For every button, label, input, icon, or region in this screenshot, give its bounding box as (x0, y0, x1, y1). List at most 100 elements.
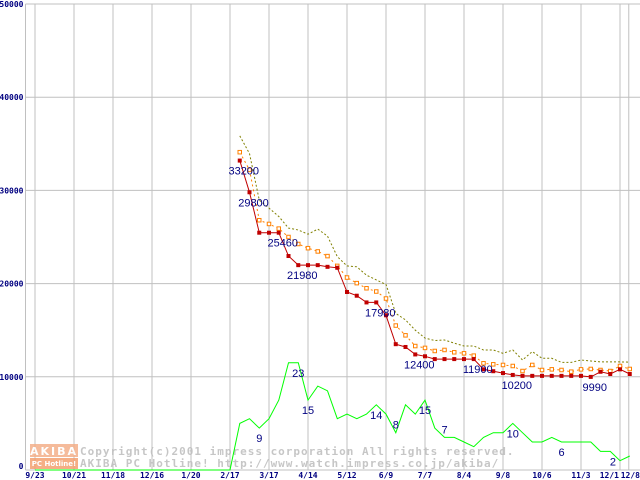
data-point-min (462, 357, 466, 362)
data-label-min: 10200 (501, 380, 532, 392)
data-point-min (530, 373, 535, 378)
data-point-min (374, 300, 379, 305)
watermark-site: AKIBA PC Hotline! http://www.watch.impre… (80, 457, 499, 470)
data-label-shops: 15 (302, 405, 314, 417)
x-tick-label: 9/23 (25, 471, 44, 480)
watermark-logo-text: AKIBA (30, 445, 78, 458)
data-label-min: 25460 (267, 238, 298, 250)
y-tick-label: 50000 (0, 0, 24, 9)
x-tick-label: 8/4 (457, 471, 472, 480)
data-label-shops: 23 (292, 368, 304, 380)
x-tick-label: 10/6 (532, 471, 551, 480)
data-point-average (286, 234, 291, 240)
data-point-average (247, 167, 252, 173)
data-point-average (374, 289, 379, 294)
data-point-average (627, 366, 632, 372)
data-label-shops: 6 (558, 447, 564, 459)
watermark-logo-bottom (30, 458, 78, 469)
data-label-shops: 9 (256, 433, 262, 445)
data-point-min (442, 357, 447, 362)
data-label-min: 12400 (404, 359, 435, 371)
data-label-shops: 8 (393, 420, 399, 432)
data-point-min (296, 263, 301, 268)
data-label-shops: 14 (370, 410, 382, 422)
watermark: Copyright(c)2001 impress corporation All… (30, 444, 515, 470)
y-tick-label: 0 (19, 462, 24, 471)
data-point-average (413, 343, 418, 349)
data-point-min (403, 344, 408, 349)
data-label-min: 9990 (583, 382, 607, 394)
watermark-logo-subtext: PC Hotline! (32, 460, 76, 468)
data-point-average (617, 363, 623, 369)
x-tick-label: 1/20 (181, 471, 200, 480)
x-tick-label: 9/8 (496, 471, 511, 480)
data-label-shops: 7 (441, 424, 447, 436)
data-point-min (335, 265, 340, 270)
data-label-shops: 15 (419, 405, 431, 417)
data-point-min (598, 369, 603, 374)
data-point-min (569, 373, 574, 378)
series-layer (35, 135, 632, 471)
data-point-min (588, 374, 593, 379)
data-point-average (569, 369, 574, 374)
data-point-min (520, 373, 525, 378)
data-point-min (315, 263, 320, 268)
x-tick-label: 10/21 (62, 471, 86, 480)
x-tick-label: 12/16 (140, 471, 164, 480)
x-tick-label: 12/8 (621, 471, 640, 480)
data-point-average (403, 333, 408, 338)
data-point-average (520, 368, 525, 374)
data-point-min (257, 230, 262, 235)
x-tick-label: 6/9 (379, 471, 394, 480)
data-point-average (432, 348, 437, 354)
watermark-logo-top (30, 444, 78, 457)
series-line-min (239, 160, 631, 378)
data-point-average (296, 241, 301, 247)
data-point-average (422, 345, 428, 351)
data-point-min (627, 372, 632, 377)
y-tick-label: 40000 (0, 93, 24, 102)
data-label-min: 11900 (463, 364, 493, 376)
data-point-average (442, 347, 447, 353)
data-point-min (608, 372, 613, 377)
data-point-min (393, 342, 398, 347)
data-point-average (305, 245, 311, 251)
series-line-average (239, 151, 630, 373)
data-point-average (383, 296, 389, 301)
data-point-average (325, 253, 330, 259)
grid (25, 3, 640, 471)
data-point-min (325, 264, 330, 269)
data-point-average (393, 323, 398, 328)
data-label-shops: 2 (610, 457, 616, 469)
data-point-average (266, 221, 272, 227)
data-point-average (578, 367, 584, 372)
x-tick-label: 2/17 (220, 471, 239, 480)
data-point-average (471, 353, 476, 358)
data-point-min (247, 190, 252, 195)
data-point-average (461, 351, 467, 356)
series-line-shops (35, 362, 631, 471)
x-tick-label: 12/1 (600, 471, 619, 480)
data-label-min: 33200 (228, 166, 259, 178)
data-point-average (276, 226, 281, 231)
data-point-average (510, 363, 515, 369)
data-point-average (315, 249, 320, 254)
data-point-min (267, 230, 271, 235)
data-labels: 33200 29800 25460 21980 17980 12400 11900 10200… (228, 166, 616, 469)
y-tick-label: 30000 (0, 186, 24, 195)
data-point-min (579, 373, 583, 378)
data-point-average (530, 362, 535, 368)
data-point-min (618, 367, 622, 372)
data-point-min (549, 373, 554, 378)
data-point-average (452, 350, 457, 355)
data-label-min: 29800 (238, 197, 269, 209)
data-point-average (364, 286, 369, 291)
data-point-min (559, 373, 564, 378)
watermark-copyright: Copyright(c)2001 impress corporation All… (80, 445, 515, 458)
data-point-average (539, 367, 545, 373)
data-point-average (491, 362, 496, 367)
data-point-min (540, 373, 544, 378)
data-point-min (432, 357, 437, 362)
data-point-min (237, 158, 242, 163)
x-tick-label: 3/17 (259, 471, 278, 480)
